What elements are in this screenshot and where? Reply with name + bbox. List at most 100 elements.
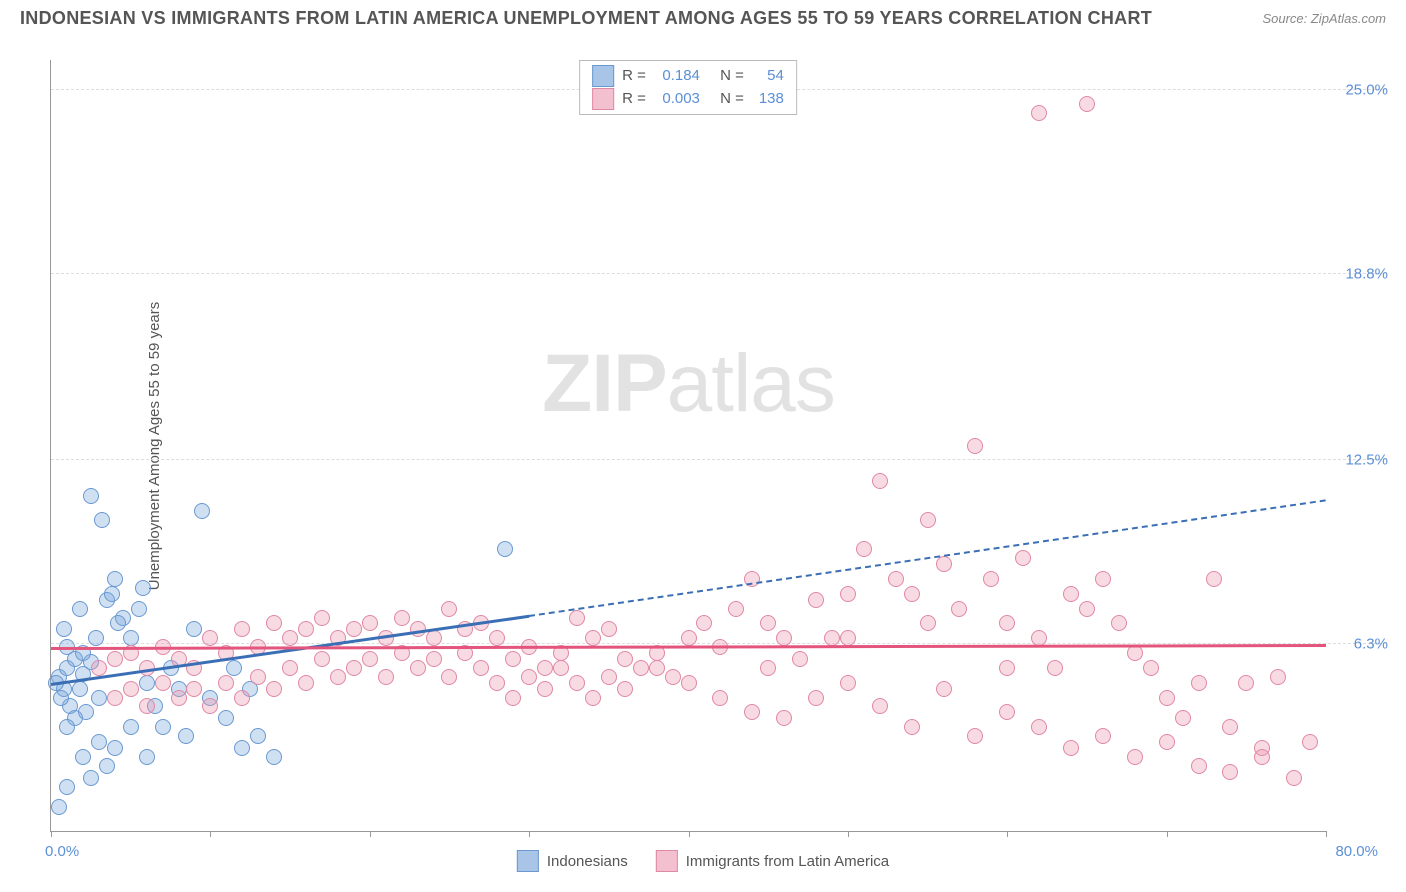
data-point [760,660,776,676]
data-point [110,615,126,631]
data-point [266,615,282,631]
data-point [178,728,194,744]
data-point [681,675,697,691]
data-point [171,690,187,706]
data-point [107,651,123,667]
chart-source: Source: ZipAtlas.com [1262,11,1386,26]
data-point [186,681,202,697]
x-min-label: 0.0% [45,843,79,860]
data-point [920,512,936,528]
data-point [1095,571,1111,587]
data-point [250,669,266,685]
data-point [936,556,952,572]
data-point [441,669,457,685]
data-point [91,690,107,706]
n-value-latin: 138 [752,88,784,111]
data-point [1222,764,1238,780]
stats-row-latin: R = 0.003 N = 138 [592,88,784,111]
watermark: ZIPatlas [542,337,835,431]
data-point [135,580,151,596]
n-value-indonesians: 54 [752,65,784,88]
data-point [346,660,362,676]
data-point [441,601,457,617]
data-point [505,690,521,706]
data-point [497,541,513,557]
data-point [505,651,521,667]
data-point [792,651,808,667]
data-point [53,690,69,706]
x-tick [1326,831,1327,837]
y-tick-label: 25.0% [1345,81,1388,98]
data-point [99,758,115,774]
data-point [920,615,936,631]
legend-swatch-latin [656,850,678,872]
data-point [139,749,155,765]
data-point [1191,758,1207,774]
data-point [107,571,123,587]
gridline [51,273,1386,274]
legend-label-latin: Immigrants from Latin America [686,853,889,870]
data-point [346,621,362,637]
legend-item-indonesians: Indonesians [517,850,628,872]
data-point [585,690,601,706]
x-tick [848,831,849,837]
data-point [888,571,904,587]
data-point [633,660,649,676]
data-point [1159,690,1175,706]
data-point [967,438,983,454]
x-tick [689,831,690,837]
data-point [999,704,1015,720]
data-point [1095,728,1111,744]
data-point [282,660,298,676]
data-point [266,681,282,697]
data-point [681,630,697,646]
data-point [59,779,75,795]
data-point [155,675,171,691]
data-point [1031,105,1047,121]
bottom-legend: Indonesians Immigrants from Latin Americ… [517,850,889,872]
y-tick-label: 18.8% [1345,265,1388,282]
data-point [1238,675,1254,691]
data-point [186,621,202,637]
data-point [1191,675,1207,691]
data-point [904,719,920,735]
data-point [362,651,378,667]
data-point [521,669,537,685]
scatter-plot: ZIPatlas 6.3%12.5%18.8%25.0% [50,60,1326,832]
x-tick [210,831,211,837]
data-point [840,586,856,602]
data-point [1254,749,1270,765]
data-point [330,669,346,685]
data-point [426,630,442,646]
data-point [123,681,139,697]
data-point [91,660,107,676]
data-point [808,690,824,706]
data-point [234,621,250,637]
data-point [489,675,505,691]
data-point [234,690,250,706]
data-point [840,630,856,646]
data-point [426,651,442,667]
data-point [250,728,266,744]
data-point [107,740,123,756]
data-point [394,610,410,626]
data-point [983,571,999,587]
data-point [75,749,91,765]
data-point [266,749,282,765]
data-point [967,728,983,744]
data-point [999,615,1015,631]
data-point [362,615,378,631]
data-point [649,660,665,676]
data-point [410,660,426,676]
data-point [83,770,99,786]
data-point [824,630,840,646]
data-point [298,675,314,691]
data-point [808,592,824,608]
data-point [1079,601,1095,617]
data-point [617,651,633,667]
data-point [59,719,75,735]
data-point [728,601,744,617]
data-point [1063,740,1079,756]
data-point [537,660,553,676]
data-point [553,660,569,676]
